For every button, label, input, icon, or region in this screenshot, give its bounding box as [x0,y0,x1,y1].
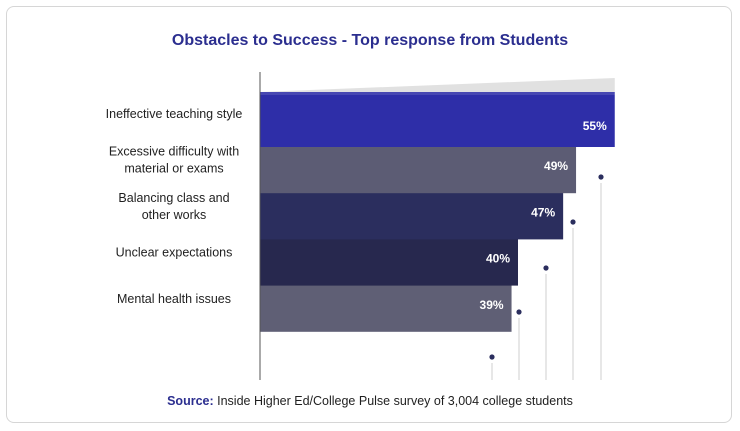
category-label: Mental health issues [117,292,231,306]
bar-highlight [260,92,615,95]
bar-value-label: 39% [480,298,504,312]
bar-value-label: 47% [531,205,555,219]
category-label: Balancing class and other works [118,191,229,222]
leader-dot [598,174,604,180]
bar-value-label: 49% [544,159,568,173]
bar [260,276,512,332]
category-label-line: Balancing class and [118,191,229,205]
category-label-line: Ineffective teaching style [106,107,243,121]
bar [260,92,615,147]
leader-dot [543,265,549,271]
category-label: Ineffective teaching style [106,107,243,121]
category-label-line: other works [142,208,207,222]
bar-value-label: 40% [486,252,510,266]
leader-dot [570,219,576,225]
bar [260,184,564,240]
category-label: Unclear expectations [116,246,233,260]
bar [260,138,577,194]
category-label-line: material or exams [124,162,223,176]
bar-group: 47% [260,184,564,240]
category-label-line: Excessive difficulty with [109,145,239,159]
source-label: Source: [167,394,214,408]
bar-value-label: 55% [583,119,607,133]
category-label-line: Mental health issues [117,292,231,306]
source-note: Source: Inside Higher Ed/College Pulse s… [0,394,740,408]
source-text: Inside Higher Ed/College Pulse survey of… [213,394,573,408]
bar [260,230,518,286]
category-label-line: Unclear expectations [116,246,233,260]
bar-group: 40% [260,230,518,286]
category-label: Excessive difficulty with material or exa… [109,145,239,176]
top-bar-shadow [260,78,615,92]
chart-title: Obstacles to Success - Top response from… [171,32,569,49]
leader-dot [516,309,522,315]
bar-group: 55% [260,92,615,147]
leader-dot [489,354,495,360]
